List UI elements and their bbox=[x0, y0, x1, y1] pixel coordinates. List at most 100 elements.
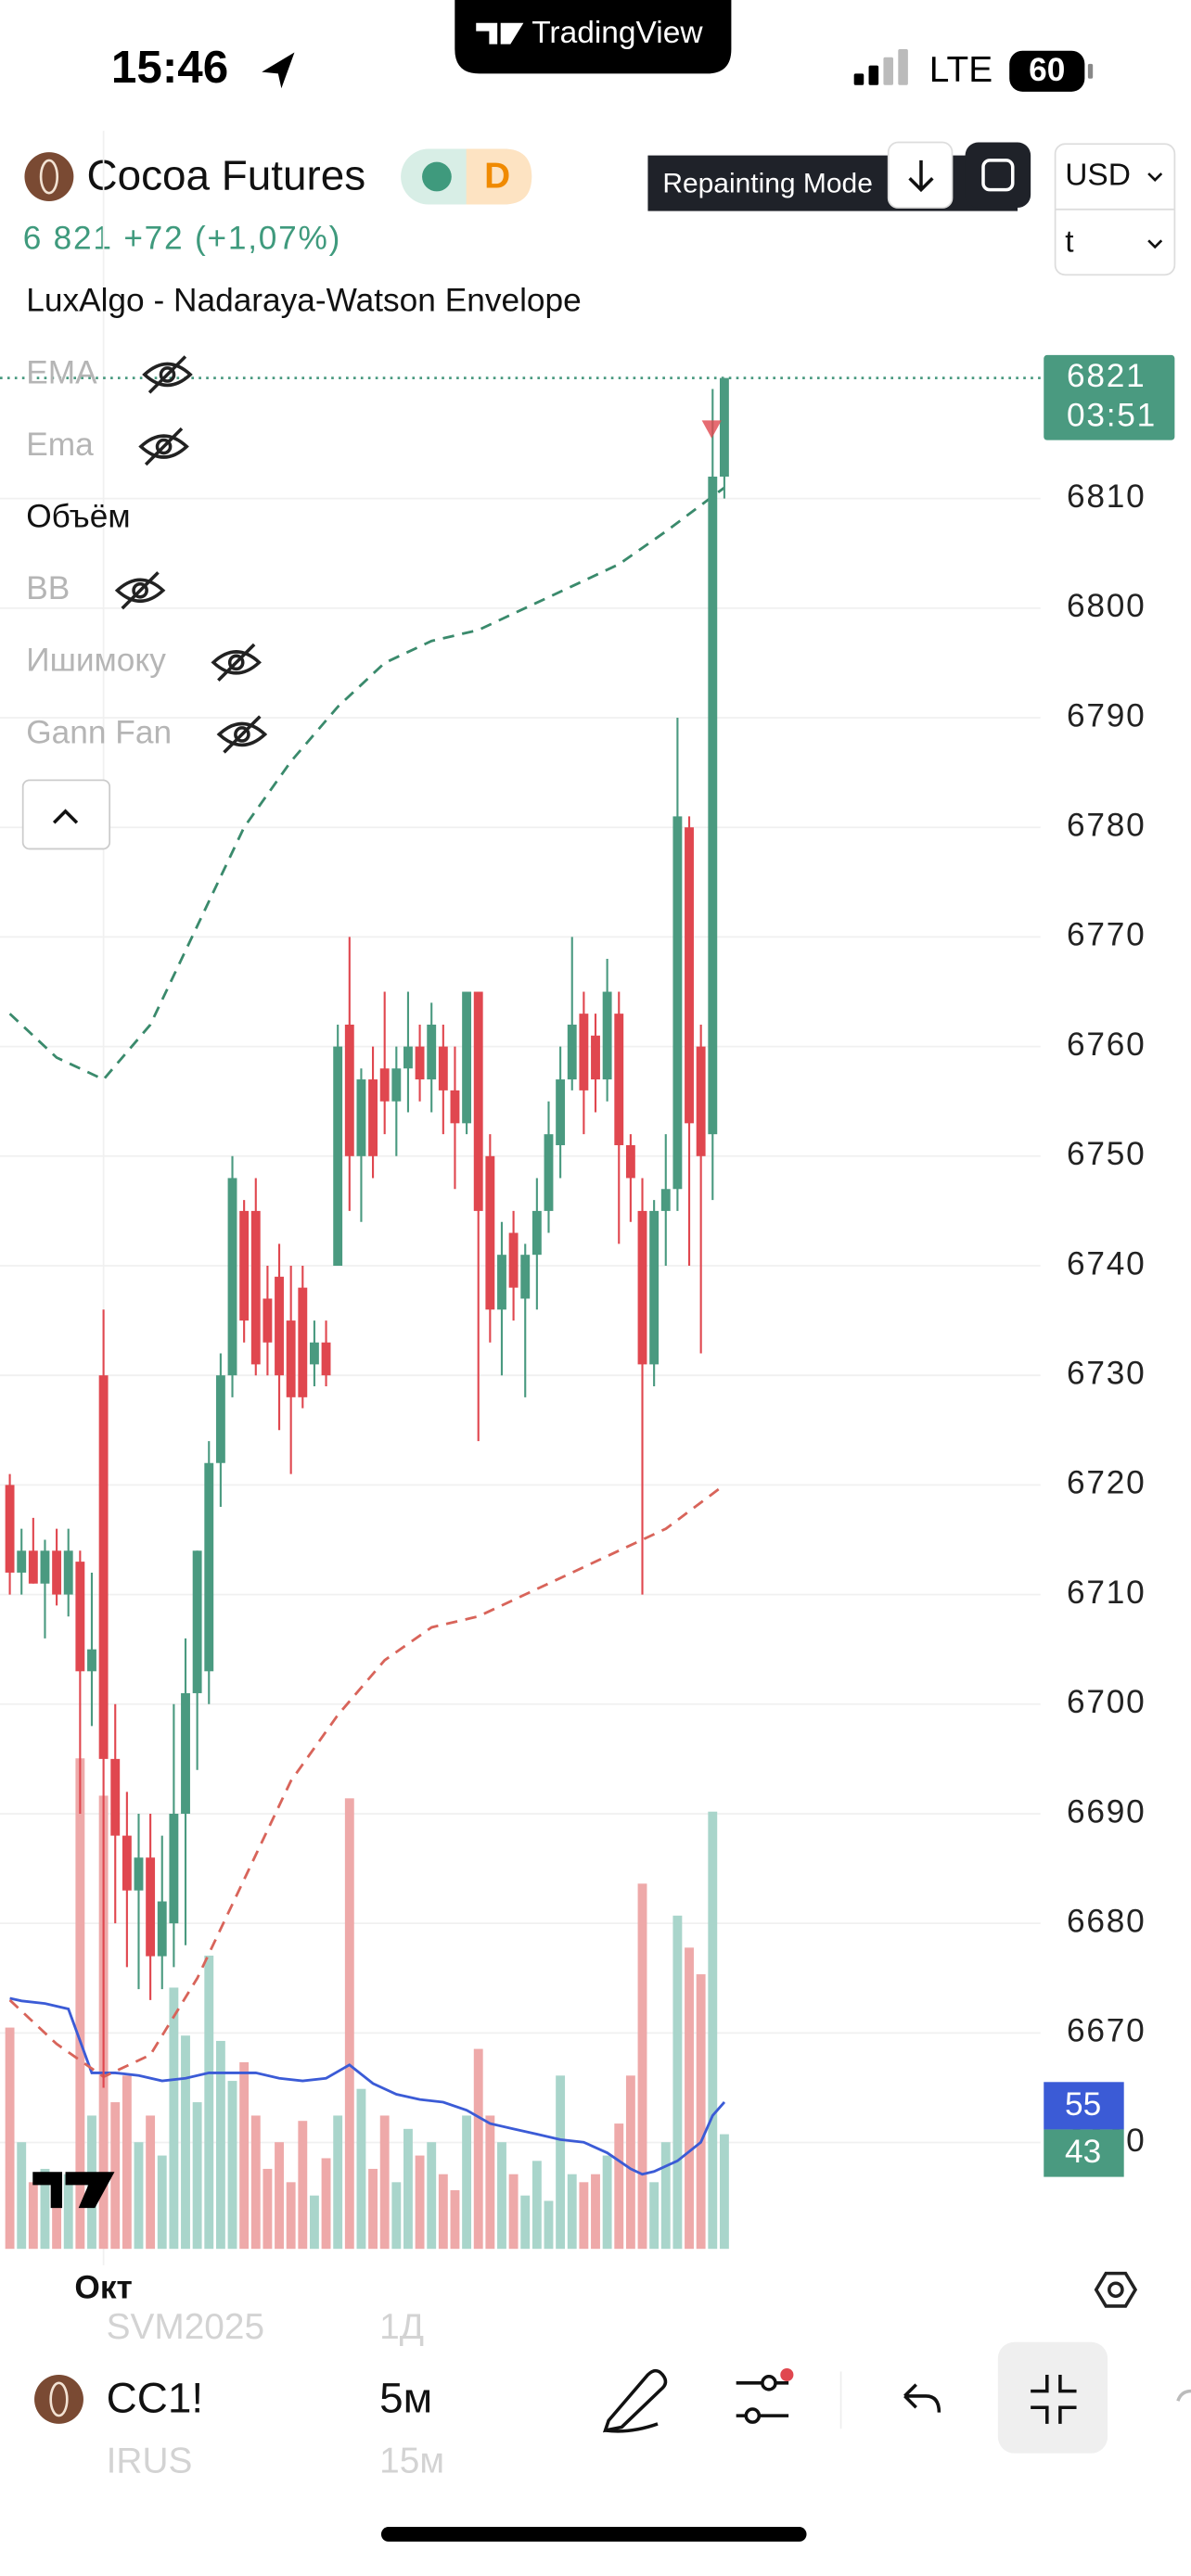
candle-body bbox=[181, 1692, 190, 1814]
y-tick-label: 6690 bbox=[1067, 1793, 1146, 1830]
volume-bar bbox=[427, 2142, 437, 2250]
volume-bar bbox=[508, 2174, 519, 2250]
volume-bar bbox=[520, 2195, 531, 2250]
candle-body bbox=[5, 1485, 15, 1573]
volume-bar bbox=[52, 2189, 62, 2250]
candle-body bbox=[75, 1562, 85, 1672]
candle-body bbox=[602, 991, 612, 1080]
candle-body bbox=[134, 1857, 144, 1891]
candle-body bbox=[110, 1758, 121, 1836]
next-interval: 15м bbox=[379, 2441, 444, 2480]
candle-body bbox=[227, 1178, 237, 1376]
indicator-name[interactable]: BB bbox=[26, 570, 70, 606]
volume-bar bbox=[239, 2061, 250, 2250]
volume-bar bbox=[660, 2142, 671, 2250]
indicator-name[interactable]: EMA bbox=[26, 354, 97, 390]
draw-tool-icon[interactable] bbox=[602, 2368, 668, 2433]
fullscreen-icon bbox=[981, 159, 1015, 192]
candle-body bbox=[63, 1550, 73, 1595]
indicator-name[interactable]: LuxAlgo - Nadaraya-Watson Envelope bbox=[26, 283, 582, 319]
volume-bar bbox=[415, 2155, 425, 2250]
volume-bar bbox=[391, 2182, 402, 2250]
envelope-upper bbox=[8, 486, 725, 1081]
eye-off-icon[interactable] bbox=[211, 643, 263, 682]
prev-symbol: SVM2025 bbox=[107, 2307, 264, 2347]
volume-bar bbox=[275, 2142, 284, 2250]
collapse-legend-button[interactable] bbox=[21, 779, 111, 850]
battery bbox=[1009, 50, 1085, 92]
volume-bar bbox=[672, 1915, 683, 2250]
candle-body bbox=[98, 1375, 109, 1759]
candle-body bbox=[239, 1210, 250, 1321]
volume-bar bbox=[602, 2155, 612, 2250]
volume-bar bbox=[321, 2158, 331, 2250]
y-tick-label: 6770 bbox=[1067, 917, 1146, 953]
volume-bar bbox=[344, 1798, 354, 2250]
indicator-name[interactable]: Ema bbox=[26, 427, 94, 463]
y-tick-label: 6710 bbox=[1067, 1575, 1146, 1611]
volume-label: 43 bbox=[1065, 2134, 1101, 2170]
settings-icon[interactable] bbox=[1094, 2271, 1138, 2308]
indicators-icon[interactable] bbox=[736, 2375, 789, 2424]
volume-badge bbox=[1044, 2129, 1124, 2177]
candle-body bbox=[40, 1550, 50, 1584]
symbol-icon-bean bbox=[39, 159, 59, 195]
candle-body bbox=[497, 1255, 506, 1310]
eye-off-icon[interactable] bbox=[138, 427, 189, 466]
volume-bar bbox=[708, 1811, 718, 2250]
candle-body bbox=[344, 1024, 354, 1156]
candle-body bbox=[685, 827, 694, 1124]
candle-body bbox=[719, 377, 729, 478]
volume-bar bbox=[356, 2088, 366, 2250]
location-icon bbox=[262, 52, 295, 89]
collapse-toolbar-button[interactable] bbox=[997, 2341, 1108, 2454]
eye-slash bbox=[144, 427, 184, 466]
eye-off-icon[interactable] bbox=[114, 571, 166, 610]
eye-off-icon[interactable] bbox=[216, 715, 268, 754]
candle-body bbox=[122, 1835, 132, 1891]
candle-body bbox=[275, 1276, 284, 1376]
eye-slash bbox=[223, 715, 262, 754]
toolbar-symbol[interactable]: CC1! bbox=[107, 2373, 203, 2421]
volume-bar bbox=[17, 2142, 27, 2250]
eye-slash bbox=[217, 643, 256, 682]
y-tick-label: 6800 bbox=[1067, 588, 1146, 624]
eye-off-icon[interactable] bbox=[142, 355, 193, 394]
volume-bar bbox=[309, 2195, 319, 2250]
eye-pupil bbox=[155, 438, 173, 455]
volume-bar bbox=[625, 2075, 635, 2250]
volume-bar bbox=[181, 2035, 190, 2250]
toolbar-symbol-bean bbox=[49, 2381, 69, 2417]
y-tick-label: 6670 bbox=[1067, 2013, 1146, 2049]
app-pill bbox=[455, 0, 732, 74]
volume-bar bbox=[462, 2115, 472, 2250]
candle-body bbox=[403, 1046, 413, 1069]
volume-ma-badge bbox=[1044, 2082, 1124, 2130]
candle-body bbox=[660, 1189, 671, 1211]
volume-ma-line bbox=[9, 1996, 726, 2176]
volume-bar bbox=[5, 2027, 15, 2250]
tooltip bbox=[647, 155, 1018, 211]
volume-bar bbox=[649, 2182, 660, 2250]
more-icon bbox=[1176, 2389, 1191, 2402]
fullscreen-button[interactable] bbox=[965, 142, 1031, 209]
indicator-name[interactable]: Объём bbox=[26, 498, 130, 534]
symbol-name[interactable]: Cocoa Futures bbox=[86, 150, 365, 198]
y-tick-label: 6810 bbox=[1067, 478, 1146, 515]
undo-icon[interactable] bbox=[903, 2383, 941, 2413]
candle-body bbox=[696, 1046, 706, 1156]
indicator-name[interactable]: Ишимоку bbox=[26, 643, 166, 679]
volume-bar bbox=[403, 2128, 413, 2250]
quote: 6 821 +72 (+1,07%) bbox=[23, 221, 342, 257]
y-tick-label: 6720 bbox=[1067, 1465, 1146, 1501]
indicator-name[interactable]: Gann Fan bbox=[26, 714, 172, 750]
volume-bar bbox=[333, 2115, 343, 2250]
candle-body bbox=[204, 1462, 214, 1672]
toolbar-interval[interactable]: 5м bbox=[379, 2373, 432, 2421]
volume-bar bbox=[591, 2174, 600, 2250]
y-tick-label: 6750 bbox=[1067, 1136, 1146, 1172]
candle-body bbox=[309, 1342, 319, 1365]
volume-bar bbox=[169, 1987, 179, 2250]
currency: USD bbox=[1065, 158, 1131, 192]
